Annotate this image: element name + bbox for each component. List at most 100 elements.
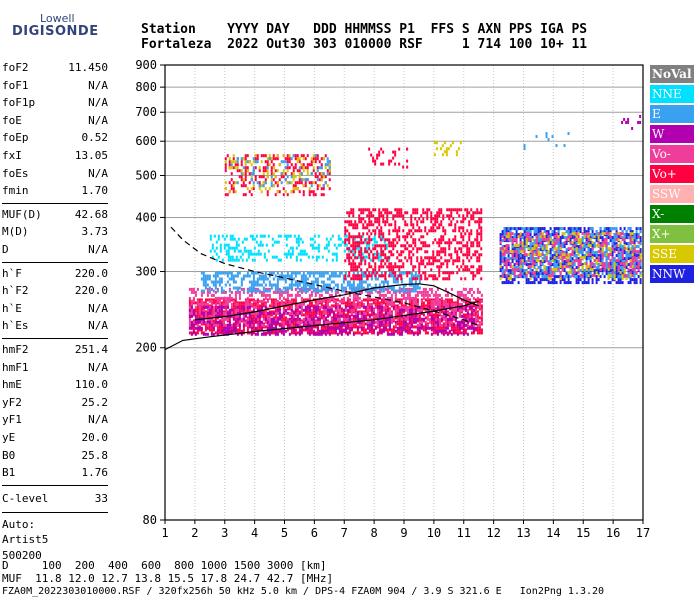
data-point <box>222 317 225 321</box>
data-point <box>454 308 457 312</box>
data-point <box>442 325 445 329</box>
data-point <box>350 311 353 315</box>
data-point <box>236 323 239 327</box>
data-point <box>302 308 305 312</box>
data-point <box>248 302 251 306</box>
data-point <box>627 233 630 237</box>
data-point <box>402 214 405 218</box>
data-point <box>262 323 265 327</box>
data-point <box>382 305 385 309</box>
data-point <box>442 305 445 309</box>
data-point <box>442 277 445 281</box>
data-point <box>378 293 381 297</box>
data-point <box>470 256 473 260</box>
data-point <box>365 237 368 241</box>
data-point <box>370 323 373 327</box>
data-point <box>458 293 461 297</box>
data-point <box>368 289 371 293</box>
data-point <box>386 332 389 336</box>
data-point <box>352 241 355 245</box>
data-point <box>284 286 287 290</box>
data-point <box>200 326 203 330</box>
data-point <box>262 277 265 281</box>
data-point <box>208 325 211 329</box>
data-point <box>286 302 289 306</box>
data-point <box>286 320 289 324</box>
data-point <box>345 243 348 247</box>
data-point <box>476 238 479 242</box>
data-point <box>366 308 369 312</box>
data-point <box>290 271 293 275</box>
data-point <box>509 272 512 276</box>
data-point <box>216 305 219 309</box>
data-point <box>398 301 401 305</box>
data-point <box>235 243 238 247</box>
data-point <box>282 274 285 278</box>
data-point <box>270 286 273 290</box>
data-point <box>376 290 379 294</box>
data-point <box>517 233 520 237</box>
data-point <box>372 329 375 333</box>
data-point <box>292 322 295 326</box>
data-point <box>619 278 622 282</box>
data-point <box>364 259 367 263</box>
data-point <box>426 250 429 254</box>
data-point <box>547 272 550 276</box>
data-point <box>232 323 235 327</box>
data-point <box>240 287 243 291</box>
data-point <box>332 331 335 335</box>
data-point <box>430 299 433 303</box>
data-point <box>400 280 403 284</box>
data-point <box>352 332 355 336</box>
data-point <box>499 251 502 255</box>
data-point <box>330 326 333 330</box>
data-point <box>396 211 399 215</box>
data-point <box>388 299 391 303</box>
data-point <box>370 305 373 309</box>
data-point <box>354 247 357 251</box>
data-point <box>306 277 309 281</box>
data-point <box>245 249 248 253</box>
data-point <box>468 287 471 291</box>
data-point <box>442 271 445 275</box>
data-point <box>460 247 463 251</box>
data-point <box>336 319 339 323</box>
data-point <box>372 256 375 260</box>
data-point <box>214 311 217 315</box>
data-point <box>476 211 479 215</box>
data-point <box>294 283 297 287</box>
data-point <box>202 277 205 281</box>
data-point <box>374 316 377 320</box>
data-point <box>476 244 479 248</box>
data-point <box>306 271 309 275</box>
data-point <box>304 283 307 287</box>
data-point <box>360 268 363 272</box>
data-point <box>273 255 276 259</box>
data-point <box>559 281 562 285</box>
data-point <box>284 319 287 323</box>
data-point <box>314 293 317 297</box>
data-point <box>338 320 341 324</box>
data-point <box>234 290 237 294</box>
data-point <box>392 325 395 329</box>
data-point <box>390 265 393 269</box>
data-point <box>286 290 289 294</box>
data-point <box>408 305 411 309</box>
data-point <box>340 299 343 303</box>
data-point <box>335 252 338 256</box>
data-point <box>442 229 445 233</box>
data-point <box>527 257 530 261</box>
data-point <box>456 298 459 302</box>
data-point <box>300 296 303 300</box>
data-point <box>380 310 383 314</box>
data-point <box>335 246 338 250</box>
data-point <box>364 262 367 266</box>
data-point <box>589 242 592 246</box>
data-point <box>432 229 435 233</box>
data-point <box>277 234 280 238</box>
data-point <box>452 302 455 306</box>
data-point <box>563 263 566 267</box>
data-point <box>408 244 411 248</box>
data-point <box>246 299 249 303</box>
data-point <box>294 271 297 275</box>
